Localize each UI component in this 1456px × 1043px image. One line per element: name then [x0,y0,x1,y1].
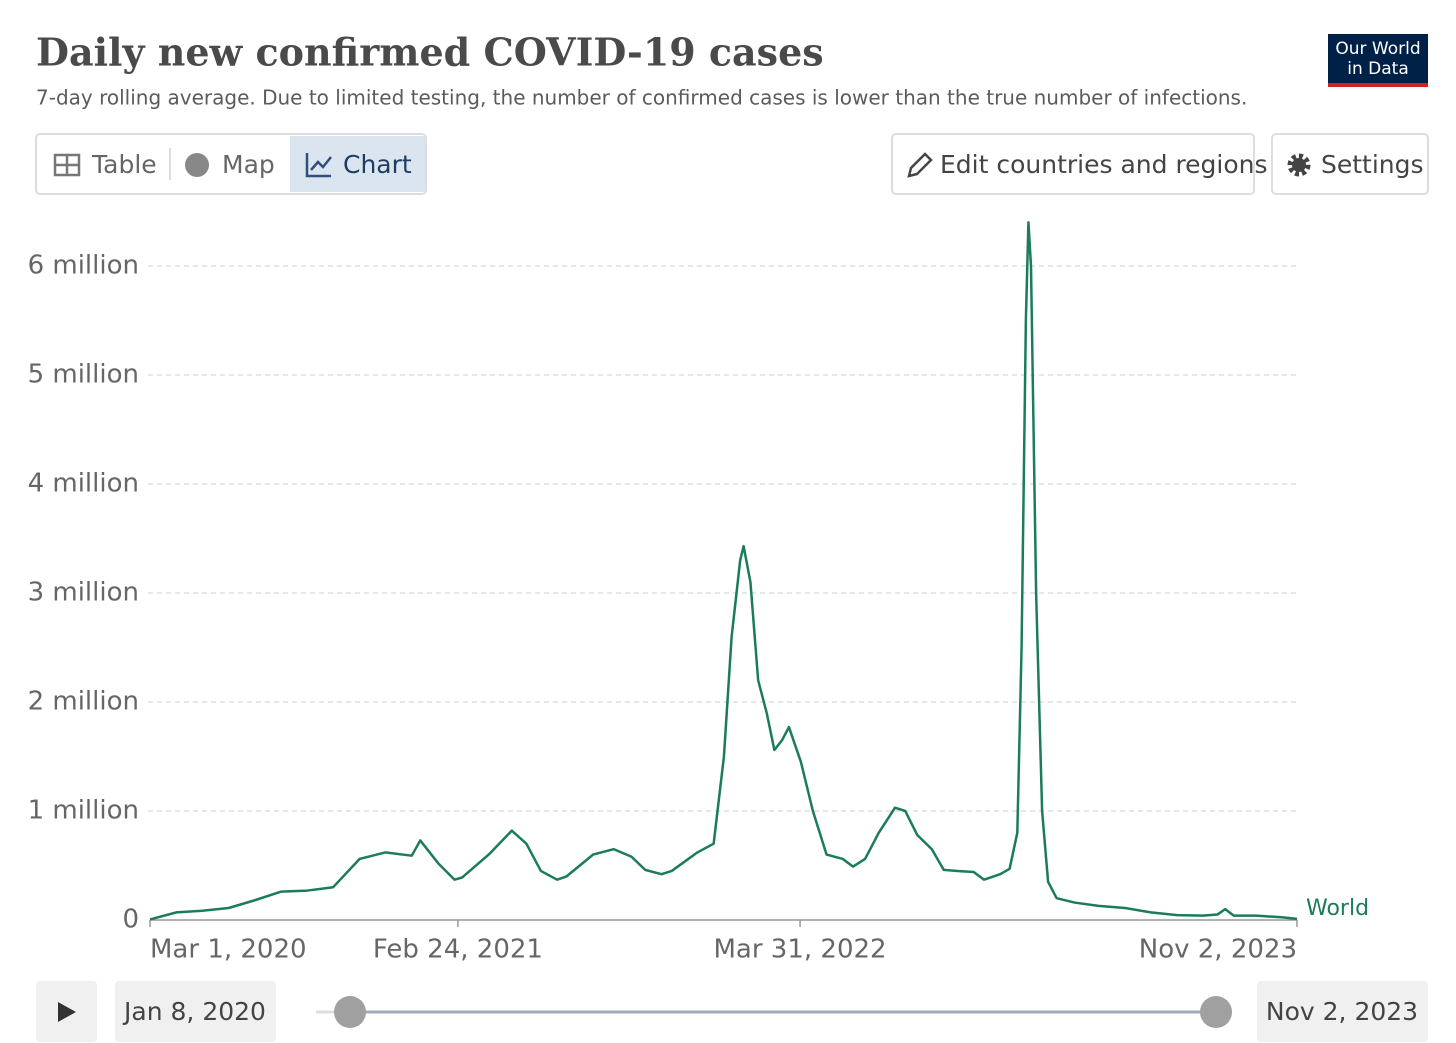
x-tick-label: Mar 1, 2020 [150,935,307,965]
tab-table[interactable]: Table [53,150,157,179]
button-label: Settings [1321,150,1424,179]
y-tick-label: 4 million [28,469,139,499]
timeline-start: Jan 8, 2020 [122,997,266,1026]
chart-title: Daily new confirmed COVID-19 cases [36,30,824,75]
button-box [1271,133,1429,195]
play-icon [58,1002,76,1022]
button-box [891,133,1255,195]
slider-handle[interactable] [334,996,366,1028]
y-tick-label: 0 [122,905,139,935]
logo-text: in Data [1347,59,1409,79]
gear-icon [1292,158,1306,172]
logo-bar [1328,83,1428,87]
tab-label: Chart [343,150,412,179]
gear-icon [1287,153,1311,177]
edit-button[interactable]: Edit countries and regions [891,133,1268,195]
chart-subtitle: 7-day rolling average. Due to limited te… [36,86,1247,110]
y-tick-label: 2 million [28,687,139,717]
chart-icon [310,156,332,171]
x-tick-label: Nov 2, 2023 [1139,935,1297,965]
logo-box [1328,34,1428,87]
series-label: World [1306,896,1369,921]
tab-label: Table [91,150,157,179]
settings-button[interactable]: Settings [1271,133,1429,195]
date-box [1257,981,1428,1042]
y-tick-label: 3 million [28,578,139,608]
timeline: Jan 8, 2020 Nov 2, 2023 [36,981,1428,1042]
tab-chart[interactable]: Chart [305,150,412,179]
tab-label: Map [222,150,275,179]
pencil-icon [907,152,933,178]
x-tick-label: Feb 24, 2021 [373,935,543,965]
button-label: Edit countries and regions [940,150,1268,179]
logo-text: Our World [1335,39,1420,59]
series-line [149,221,1298,921]
tab-active-bg [290,136,425,192]
map-icon [185,153,209,177]
chart-icon [305,153,331,178]
timeline-end: Nov 2, 2023 [1266,997,1418,1026]
tab-map[interactable]: Map [185,150,275,179]
slider-handle[interactable] [1200,996,1232,1028]
y-tick-label: 1 million [28,796,139,826]
logo[interactable]: Our World in Data [1328,34,1428,87]
date-box [115,981,276,1042]
y-tick-label: 5 million [28,360,139,390]
y-tick-label: 6 million [28,251,139,281]
x-tick-label: Mar 31, 2022 [713,935,886,965]
